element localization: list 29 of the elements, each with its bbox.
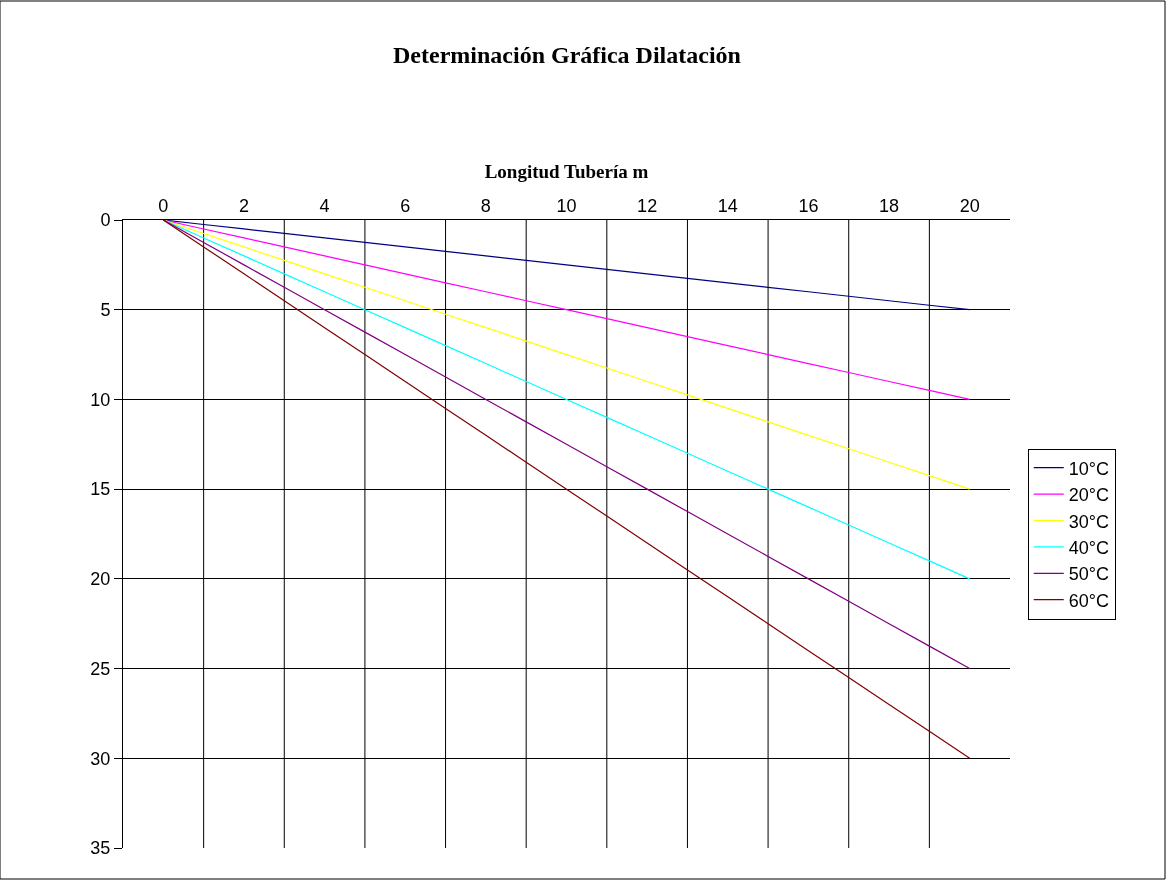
x-tick-label: 16 [798,195,819,216]
y-tick-label: 30 [90,748,111,769]
legend-label: 40°C [1068,537,1109,558]
x-tick-label: 20 [959,195,980,216]
x-tick-label: 12 [637,195,658,216]
legend-label: 30°C [1068,511,1109,532]
y-tick-label: 20 [90,569,111,590]
x-tick-label: 2 [238,195,249,216]
legend-label: 20°C [1068,485,1109,506]
x-axis-title: Longitud Tubería m [484,160,649,182]
y-tick-label: 25 [90,658,111,679]
line-series [162,220,971,670]
legend-label: 50°C [1068,564,1109,585]
line-series [162,220,971,759]
legend-label: 10°C [1068,458,1109,479]
x-tick-label: 8 [480,195,491,216]
x-tick-label: 6 [400,195,411,216]
chart-title: Determinación Gráfica Dilatación [393,42,741,69]
x-tick-label: 0 [158,195,169,216]
x-tick-label: 14 [717,195,738,216]
y-tick-label: 15 [90,479,111,500]
y-tick-label: 5 [100,300,111,321]
y-tick-label: 10 [90,389,111,410]
x-tick-label: 18 [879,195,900,216]
x-tick-label: 10 [556,195,577,216]
x-tick-label: 4 [319,195,330,216]
y-tick-label: 35 [90,838,111,859]
y-tick-label: 0 [100,210,111,231]
legend-label: 60°C [1068,590,1109,611]
